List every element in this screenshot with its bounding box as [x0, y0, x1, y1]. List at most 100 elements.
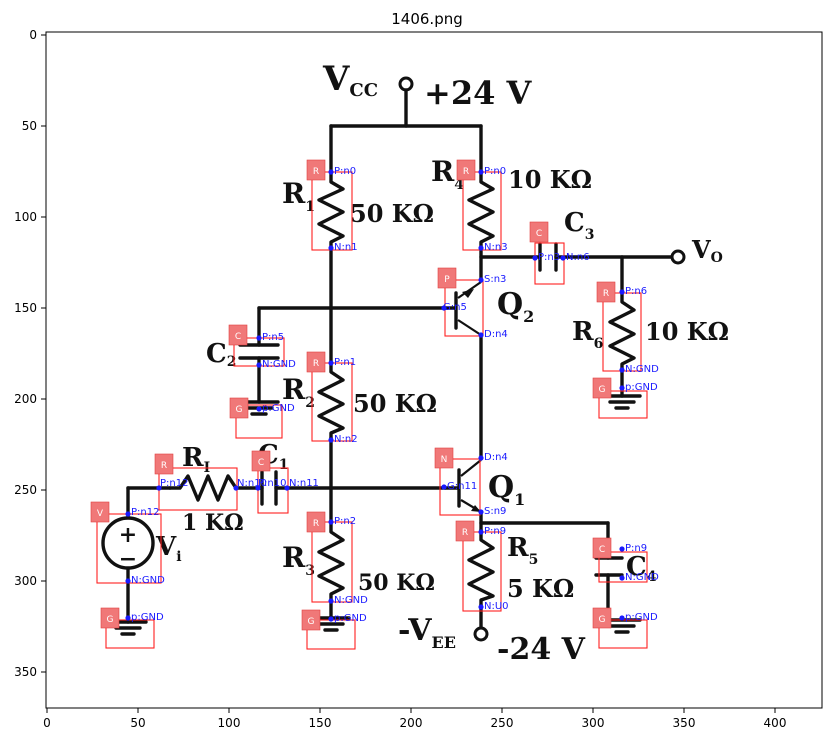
y-axis: 0 50 100 150 200 250 300 350: [14, 28, 46, 679]
pin-label: P:n12: [160, 478, 188, 489]
svg-text:R: R: [313, 519, 319, 529]
r2-label: R2: [282, 373, 315, 411]
pin-label: G:n5: [443, 302, 467, 313]
svg-text:R: R: [161, 461, 167, 471]
svg-text:R: R: [313, 167, 319, 177]
tag-g-c4: G: [592, 607, 612, 629]
c3-label: C3: [564, 208, 594, 243]
tag-r5: R: [455, 520, 475, 542]
svg-text:C: C: [536, 229, 542, 239]
pin-label: N:n2: [334, 434, 358, 445]
pin-annotations: P:n0 N:n1 P:n0 N:n3 P:n3 N:n6 S:n3 G:n5 …: [125, 166, 659, 624]
pin-label: N:n6: [566, 252, 590, 263]
r5-label: R5: [507, 533, 538, 568]
svg-text:G: G: [308, 617, 315, 627]
vee-value: -24 V: [497, 632, 586, 667]
svg-text:R: R: [313, 359, 319, 369]
pin-label: P:n0: [334, 166, 356, 177]
pin-label: p:GND: [625, 612, 658, 623]
pin-label: N:n11: [289, 478, 319, 489]
pin-label: P:n9: [484, 526, 506, 537]
r4-value: 10 KΩ: [508, 165, 592, 194]
tag-q1: N: [434, 447, 454, 469]
vcc-label: VCC: [322, 59, 378, 101]
svg-text:G: G: [236, 405, 243, 415]
pin-label: p:GND: [334, 613, 367, 624]
pin-label: P:n2: [334, 516, 356, 527]
y-tick-label: 150: [14, 301, 37, 315]
pin-label: N:n3: [484, 242, 508, 253]
tag-q2: P: [437, 267, 457, 289]
tag-c1: C: [251, 450, 271, 472]
q1-label: Q1: [488, 470, 525, 509]
pin-label: P:n6: [625, 286, 647, 297]
svg-text:G: G: [107, 615, 114, 625]
pin-label: S:n9: [484, 506, 506, 517]
y-tick-label: 300: [14, 574, 37, 588]
x-tick-label: 400: [764, 716, 787, 730]
vee-label: -VEE: [398, 613, 456, 652]
axes-frame: [45, 31, 823, 709]
tag-r4: R: [456, 159, 476, 181]
tag-g-r3: G: [301, 609, 321, 631]
tag-g-c2: G: [229, 397, 249, 419]
q2-label: Q2: [497, 287, 534, 326]
x-axis: 0 50 100 150 200 250 300 350 400: [43, 708, 786, 730]
svg-text:R: R: [462, 528, 468, 538]
svg-text:P: P: [444, 275, 450, 285]
tag-g-vs: G: [100, 607, 120, 629]
pin-label: P:n5: [262, 332, 284, 343]
r1-value: 50 KΩ: [350, 199, 434, 228]
c4-label: C4: [626, 552, 657, 585]
y-tick-label: 100: [14, 210, 37, 224]
pin-label: N:GND: [262, 359, 296, 370]
pin-label: N:GND: [131, 575, 165, 586]
x-tick-label: 250: [491, 716, 514, 730]
pin-label: N:GND: [625, 364, 659, 375]
tag-c2: C: [228, 324, 248, 346]
source-plus-sign: +: [119, 522, 137, 548]
r3-label: R3: [282, 541, 315, 579]
r2-value: 50 KΩ: [353, 389, 437, 418]
tag-r3: R: [306, 511, 326, 533]
r3-value: 50 KΩ: [358, 570, 435, 596]
pin-label: p:GND: [262, 403, 295, 414]
r5-value: 5 KΩ: [507, 574, 574, 603]
pin-label: N:GND: [334, 595, 368, 606]
x-tick-label: 50: [130, 716, 145, 730]
pin-label: P:n9: [625, 543, 647, 554]
y-tick-label: 50: [22, 119, 37, 133]
c2-label: C2: [206, 339, 236, 370]
pin-label: N:n1: [334, 242, 358, 253]
vi-label: Vi: [155, 532, 182, 565]
y-tick-label: 200: [14, 392, 37, 406]
svg-text:R: R: [463, 167, 469, 177]
r4-label: R4: [431, 155, 464, 193]
y-tick-label: 0: [29, 28, 37, 42]
pin-label: S:n3: [484, 274, 506, 285]
svg-text:G: G: [599, 615, 606, 625]
x-tick-label: 350: [673, 716, 696, 730]
tag-r1: R: [306, 159, 326, 181]
x-tick-label: 300: [582, 716, 605, 730]
x-tick-label: 0: [43, 716, 51, 730]
svg-text:C: C: [235, 332, 241, 342]
ri-label: RI: [182, 443, 210, 476]
tag-g-r6: G: [592, 377, 612, 399]
pin-label: P:n3: [538, 252, 560, 263]
y-tick-label: 350: [14, 665, 37, 679]
vo-label: VO: [691, 235, 723, 266]
pin-label: N:n10: [237, 478, 267, 489]
pin-label: G:n11: [447, 481, 477, 492]
y-tick-label: 250: [14, 483, 37, 497]
pin-label: D:n4: [484, 452, 508, 463]
pin-label: P:n1: [334, 357, 356, 368]
tag-c4: C: [592, 537, 612, 559]
r6-value: 10 KΩ: [645, 317, 729, 346]
svg-text:C: C: [599, 545, 605, 555]
pin-label: P:n12: [131, 507, 159, 518]
tag-r6: R: [596, 281, 616, 303]
svg-text:V: V: [97, 509, 104, 519]
pin-label: N:GND: [625, 572, 659, 583]
